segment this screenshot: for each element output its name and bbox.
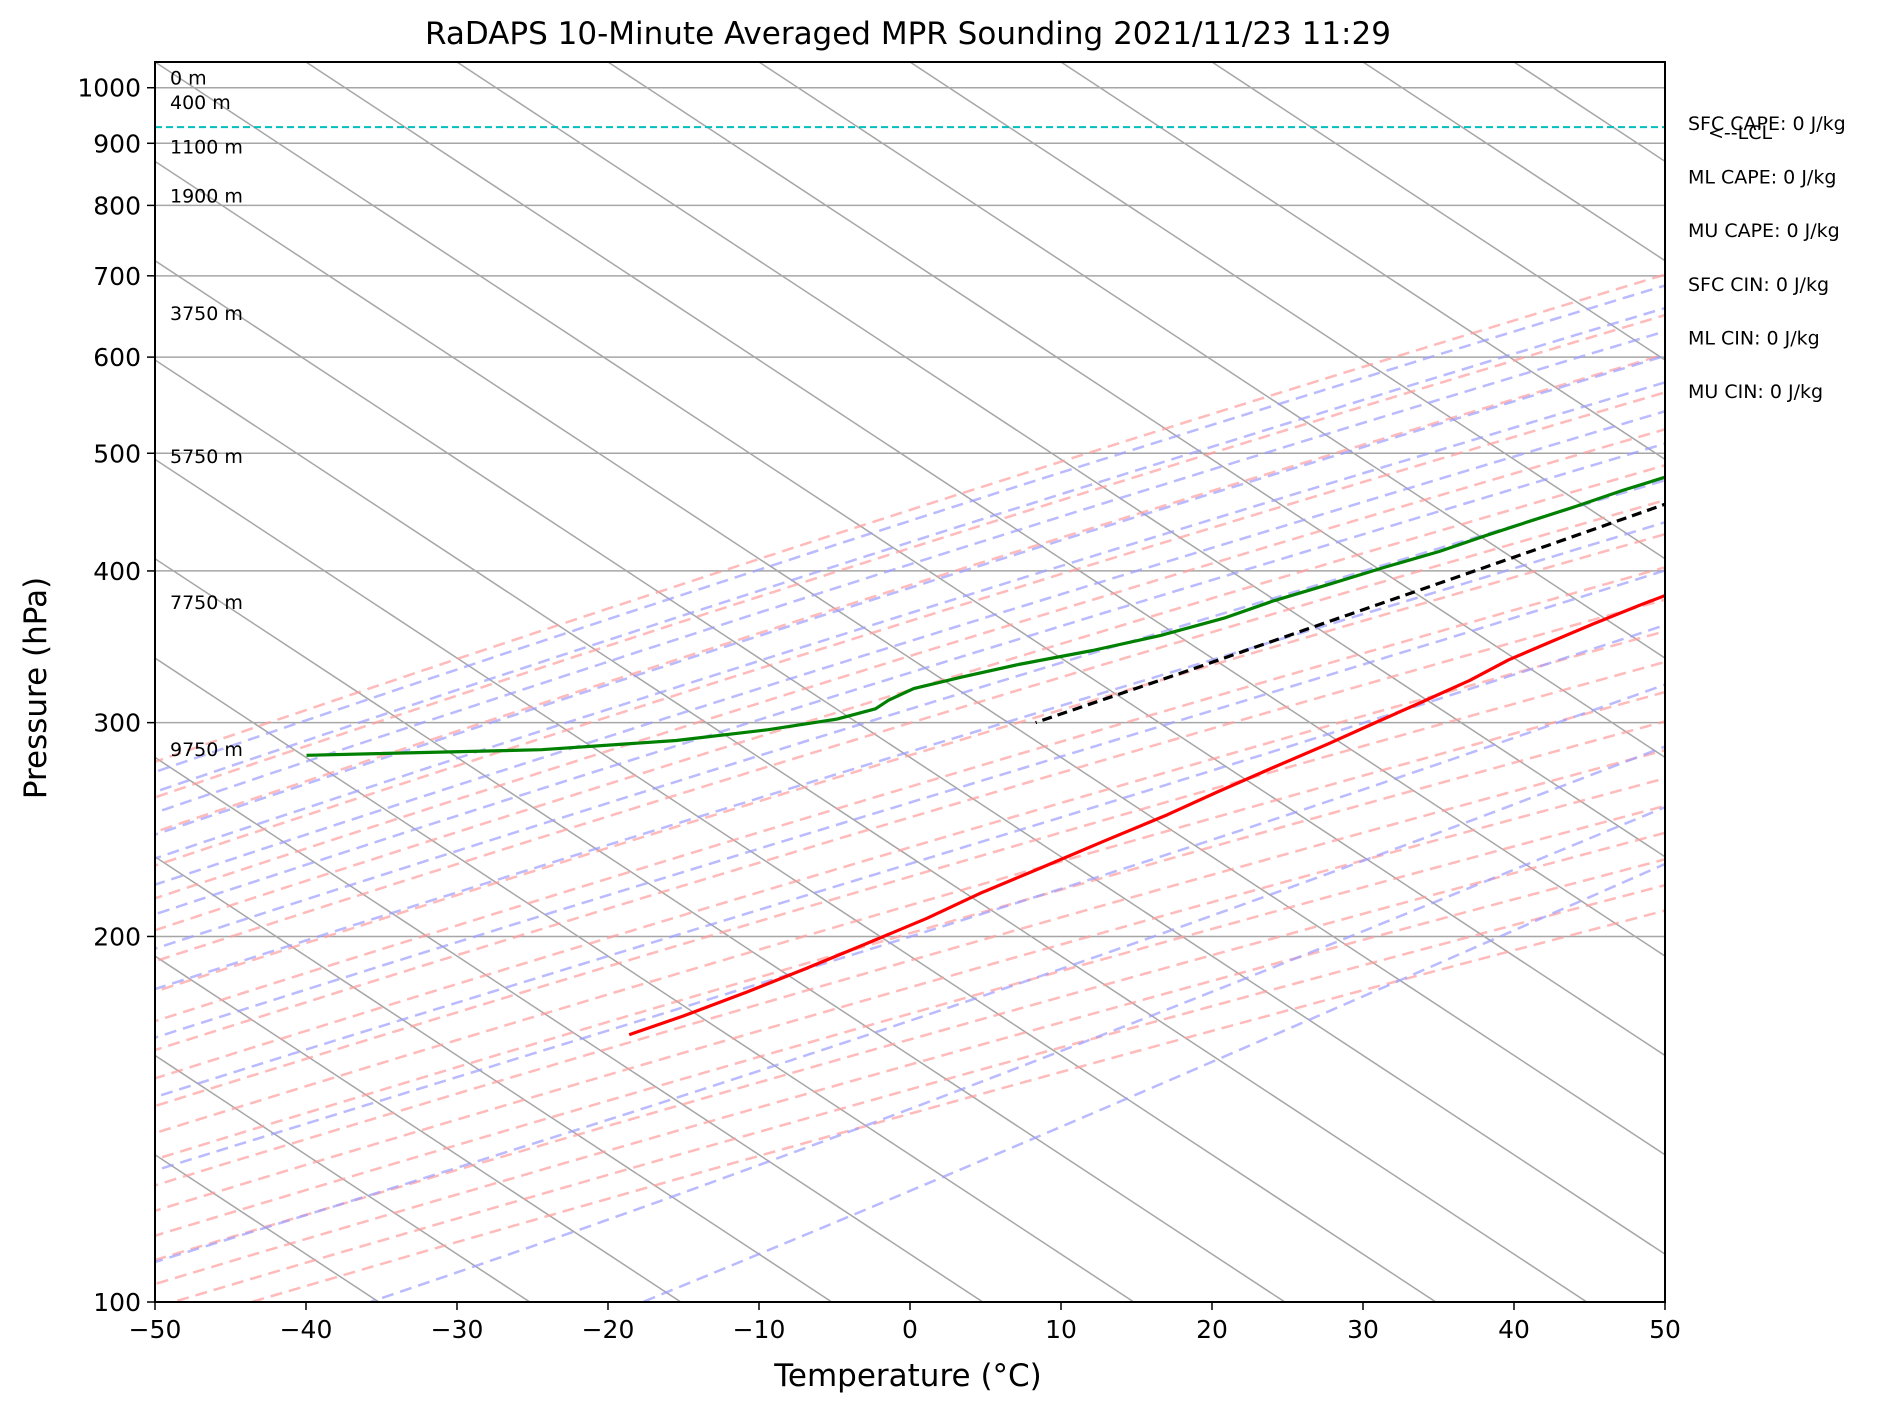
- isotherm-line: [1211, 62, 1665, 361]
- x-tick-label: −50: [129, 1315, 182, 1344]
- x-tick-label: 40: [1498, 1315, 1530, 1344]
- dewpoint-profile-line: [306, 475, 1665, 757]
- moist-adiabat-line: [155, 683, 1665, 1172]
- y-tick-label: 900: [93, 129, 141, 158]
- height-label: 1100 m: [170, 136, 243, 158]
- dry-adiabat-line: [155, 720, 1665, 1161]
- index-label: SFC CIN: 0 J/kg: [1688, 274, 1829, 296]
- moist-adiabat-line: [155, 442, 1665, 916]
- isotherm-line: [607, 62, 1665, 759]
- x-tick-label: 20: [1196, 1315, 1228, 1344]
- y-axis-label: Pressure (hPa): [18, 577, 54, 799]
- y-tick-label: 400: [93, 557, 141, 586]
- dry-adiabat-line: [155, 428, 1665, 900]
- dry-adiabat-line: [251, 909, 1665, 1302]
- y-tick-label: 200: [93, 922, 141, 951]
- isotherm-line: [1664, 62, 1665, 63]
- index-label: MU CIN: 0 J/kg: [1688, 381, 1823, 403]
- moist-adiabat-line: [155, 354, 1665, 836]
- index-label: ML CAPE: 0 J/kg: [1688, 167, 1836, 189]
- isotherm-line: [155, 955, 682, 1302]
- dry-adiabat-line: [155, 858, 1665, 1286]
- moist-adiabat-line: [369, 805, 1665, 1302]
- dry-adiabat-line: [155, 391, 1665, 867]
- x-tick-label: −40: [280, 1315, 333, 1344]
- moist-adiabat-line: [155, 623, 1665, 1099]
- chart-title: RaDAPS 10-Minute Averaged MPR Sounding 2…: [425, 16, 1391, 52]
- moist-adiabat-line: [155, 330, 1665, 815]
- dry-adiabat-line: [155, 498, 1665, 963]
- dry-adiabat-line: [172, 883, 1665, 1302]
- height-label: 1900 m: [170, 185, 243, 207]
- isotherm-line: [305, 62, 1665, 957]
- x-tick-label: 30: [1347, 1315, 1379, 1344]
- y-tick-label: 600: [93, 343, 141, 372]
- isotherm-line: [909, 62, 1665, 560]
- y-tick-label: 500: [93, 439, 141, 468]
- isotherm-line: [155, 259, 1665, 1256]
- dry-adiabat-line: [155, 566, 1665, 1023]
- height-label: 0 m: [170, 68, 207, 90]
- isotherm-line: [155, 756, 984, 1302]
- isotherm-line: [155, 1153, 380, 1302]
- index-label: SFC CAPE: 0 J/kg: [1688, 113, 1846, 135]
- index-label: MU CAPE: 0 J/kg: [1688, 220, 1840, 242]
- y-tick-label: 700: [93, 262, 141, 291]
- isotherm-line: [1816, 62, 1882, 1302]
- isotherm-line: [1362, 62, 1665, 262]
- y-tick-label: 800: [93, 191, 141, 220]
- isotherm-line: [155, 62, 1665, 1057]
- moist-adiabat-line: [155, 409, 1665, 886]
- x-tick-label: −20: [582, 1315, 635, 1344]
- moist-adiabat-line: [155, 745, 1665, 1264]
- axis-ticks: −50 −40 −30 −20 −10 0 10 20 30 40 50 100 200 300 400 50…: [77, 74, 1681, 1344]
- isotherm-line: [456, 62, 1665, 858]
- index-label: ML CIN: 0 J/kg: [1688, 327, 1820, 349]
- isotherm-line: [1060, 62, 1665, 461]
- dry-adiabat-line: [155, 660, 1665, 1108]
- isotherm-line: [758, 62, 1665, 659]
- x-axis-label: Temperature (°C): [773, 1358, 1042, 1394]
- plot-frame: [154, 61, 1666, 1303]
- isotherm-line: [155, 1054, 531, 1302]
- dry-adiabat-line: [155, 690, 1665, 1135]
- profile-lines: [155, 126, 1665, 1037]
- height-label: 7750 m: [170, 592, 243, 614]
- dry-adiabat-line: [155, 629, 1665, 1080]
- x-tick-label: 50: [1649, 1315, 1681, 1344]
- moist-adiabat-line: [155, 306, 1665, 794]
- height-label: 5750 m: [170, 446, 243, 468]
- height-label: 3750 m: [170, 303, 243, 325]
- dry-adiabat-line: [155, 463, 1665, 932]
- background-lines: [155, 62, 1882, 1302]
- isotherm-line: [1513, 62, 1665, 163]
- dry-adiabat-line: [155, 313, 1665, 799]
- x-tick-label: 10: [1045, 1315, 1077, 1344]
- y-tick-label: 100: [93, 1288, 141, 1317]
- lcl-label: <--LCL: [1708, 122, 1772, 144]
- isotherm-line: [155, 657, 1135, 1302]
- height-label: 400 m: [170, 92, 231, 114]
- isotherm-line: [155, 458, 1437, 1302]
- dry-adiabat-line: [155, 777, 1665, 1213]
- isotherm-line: [155, 359, 1588, 1302]
- x-tick-label: −30: [431, 1315, 484, 1344]
- x-tick-label: 0: [902, 1315, 918, 1344]
- temperature-profile-line: [628, 593, 1665, 1037]
- moist-adiabat-line: [155, 284, 1665, 774]
- height-label: 9750 m: [170, 739, 243, 761]
- isotherm-line: [155, 557, 1286, 1302]
- moist-adiabat-line: [155, 569, 1665, 1039]
- y-tick-label: 1000: [77, 74, 141, 103]
- isotherm-line: [155, 855, 833, 1302]
- x-tick-label: −10: [733, 1315, 786, 1344]
- dry-adiabat-line: [155, 353, 1665, 834]
- mixing-ratio-line: [1849, 62, 1882, 357]
- y-tick-label: 300: [93, 709, 141, 738]
